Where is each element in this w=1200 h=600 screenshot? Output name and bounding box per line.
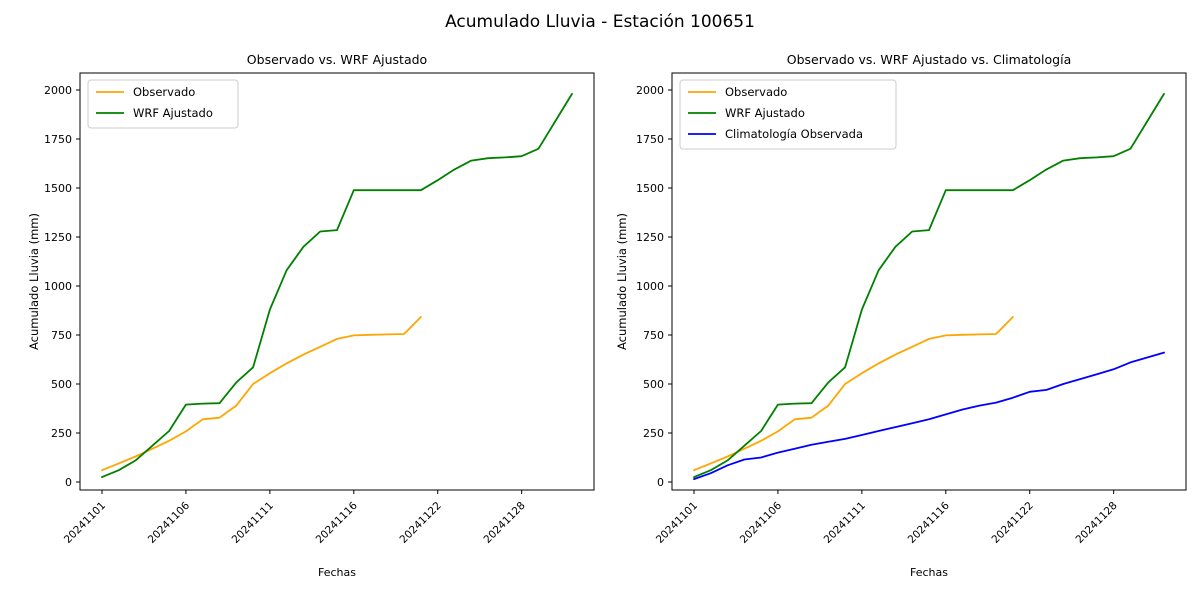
y-tick-label: 500	[643, 378, 664, 391]
left-chart: Observado vs. WRF Ajustado 0 250 500 750 1000…	[27, 52, 595, 579]
x-tick-label: 20241101	[654, 500, 700, 546]
y-tick-label: 1000	[636, 280, 664, 293]
x-axis-label: Fechas	[910, 566, 948, 579]
legend-label: WRF Ajustado	[725, 106, 805, 120]
x-tick-label: 20241111	[822, 500, 868, 546]
x-tick-label: 20241128	[481, 500, 527, 546]
figure-title: Acumulado Lluvia - Estación 100651	[445, 12, 755, 32]
x-tick-label: 20241106	[146, 499, 193, 546]
y-tick-label: 1500	[636, 182, 664, 195]
legend-box	[679, 79, 897, 150]
series-line-observado	[101, 316, 422, 472]
x-tick-label: 20241106	[738, 499, 785, 546]
y-tick-label: 1000	[44, 280, 72, 293]
y-tick-label: 250	[51, 427, 72, 440]
x-tick-label: 20241111	[230, 500, 276, 546]
y-axis-label: Acumulado Lluvia (mm)	[27, 213, 41, 350]
y-tick-label: 250	[643, 427, 664, 440]
y-tick-label: 1250	[44, 231, 72, 244]
legend-box	[87, 79, 239, 129]
y-tick-label: 2000	[636, 84, 664, 97]
legend-label: WRF Ajustado	[133, 106, 213, 120]
y-tick-label: 1750	[44, 133, 72, 146]
series-line-observado	[693, 316, 1014, 472]
legend: Observado WRF Ajustado	[87, 79, 239, 129]
plot-border	[79, 72, 595, 491]
series-line-climatologia	[693, 351, 1165, 481]
plot-border	[671, 72, 1187, 491]
subplot-title: Observado vs. WRF Ajustado	[247, 52, 427, 67]
y-tick-label: 1750	[636, 133, 664, 146]
y-tick-label: 0	[65, 476, 72, 489]
y-tick-label: 2000	[44, 84, 72, 97]
x-tick-label: 20241128	[1073, 500, 1119, 546]
y-tick-label: 750	[643, 329, 664, 342]
x-tick-label: 20241116	[906, 499, 953, 546]
y-tick-label: 750	[51, 329, 72, 342]
legend-label: Observado	[725, 85, 787, 99]
x-tick-label: 20241116	[314, 499, 361, 546]
y-tick-label: 1500	[44, 182, 72, 195]
subplot-title: Observado vs. WRF Ajustado vs. Climatolo…	[787, 52, 1071, 67]
series-line-wrf_ajustado	[693, 93, 1165, 479]
y-tick-label: 500	[51, 378, 72, 391]
x-tick-label: 20241101	[62, 500, 108, 546]
legend-label: Observado	[133, 85, 195, 99]
right-chart: Observado vs. WRF Ajustado vs. Climatolo…	[615, 52, 1187, 579]
y-axis-label: Acumulado Lluvia (mm)	[615, 213, 629, 350]
legend: Observado WRF Ajustado Climatología Observ…	[679, 79, 897, 150]
series-line-wrf_ajustado	[101, 93, 573, 479]
x-tick-label: 20241122	[398, 500, 444, 546]
y-tick-label: 1250	[636, 231, 664, 244]
legend-label: Climatología Observada	[725, 127, 863, 141]
x-axis-label: Fechas	[318, 566, 356, 579]
y-tick-label: 0	[657, 476, 664, 489]
x-tick-label: 20241122	[990, 500, 1036, 546]
